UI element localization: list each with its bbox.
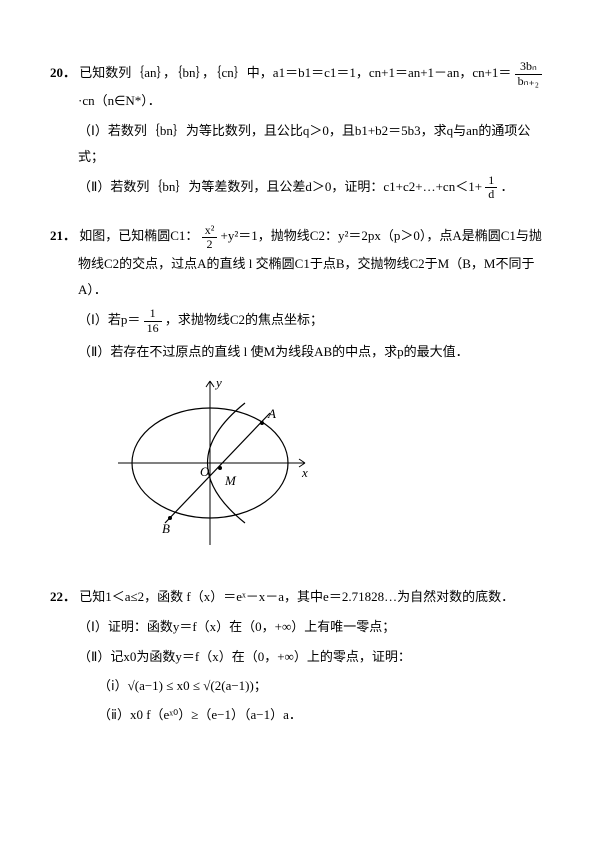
svg-text:B: B [162,521,170,536]
problem-stem-line3: A）． [78,277,545,303]
part-2: （Ⅱ）若存在不过原点的直线 l 使M为线段AB的中点，求p的最大值． [78,339,545,365]
part-1: （Ⅰ）若数列｛bn｝为等比数列，且公比q＞0，且b1+b2＝5b3，求q与an的… [78,118,545,170]
problem-22: 22． 已知1＜a≤2，函数 f（x）＝eˣ－x－a，其中e＝2.71828…为… [50,584,545,728]
problem-stem-line2: 物线C2的交点，过点A的直线 l 交椭圆C1于点B，交抛物线C2于M（B，M不同… [78,251,545,277]
svg-text:A: A [267,406,276,421]
fraction: 1 16 [144,307,162,334]
part-2: （Ⅱ）记x0为函数y＝f（x）在（0，+∞）上的零点，证明： [78,644,545,670]
problem-number: 21． [50,228,76,243]
part-1: （Ⅰ）若p＝ 1 16 ，求抛物线C2的焦点坐标； [78,307,545,335]
fraction: 3bₙ bₙ₊₂ [515,60,542,87]
problem-stem: 如图，已知椭圆C1： [79,228,198,243]
figure-svg: y x O A M B [110,373,310,553]
figure-ellipse-parabola: y x O A M B [110,373,545,562]
svg-text:O: O [200,464,210,479]
fraction: 1 d [485,174,497,201]
problem-number: 22． [50,589,76,604]
problem-21: 21． 如图，已知椭圆C1： x² 2 +y²＝1，抛物线C2：y²＝2px（p… [50,223,545,561]
problem-number: 20． [50,65,76,80]
fraction: x² 2 [202,224,218,251]
problem-20: 20． 已知数列｛an｝，｛bn｝，｛cn｝中，a1＝b1＝c1＝1，cn+1＝… [50,60,545,201]
part-1: （Ⅰ）证明：函数y＝f（x）在（0，+∞）上有唯一零点； [78,614,545,640]
subpart-i: （ⅰ）√(a−1) ≤ x0 ≤ √(2(a−1))； [98,673,545,699]
svg-text:y: y [214,375,222,390]
svg-text:x: x [301,465,308,480]
svg-text:M: M [224,473,237,488]
problem-stem-cont: ·cn（n∈N*）． [78,88,545,114]
problem-stem: 已知数列｛an｝，｛bn｝，｛cn｝中，a1＝b1＝c1＝1，cn+1＝an+1… [79,65,511,80]
part-2: （Ⅱ）若数列｛bn｝为等差数列，且公差d＞0，证明：c1+c2+…+cn＜1+ … [78,174,545,202]
problem-stem: 已知1＜a≤2，函数 f（x）＝eˣ－x－a，其中e＝2.71828…为自然对数… [79,589,514,604]
subpart-ii: （ⅱ）x0 f（eˣ⁰）≥（e−1）（a−1）a． [98,702,545,728]
